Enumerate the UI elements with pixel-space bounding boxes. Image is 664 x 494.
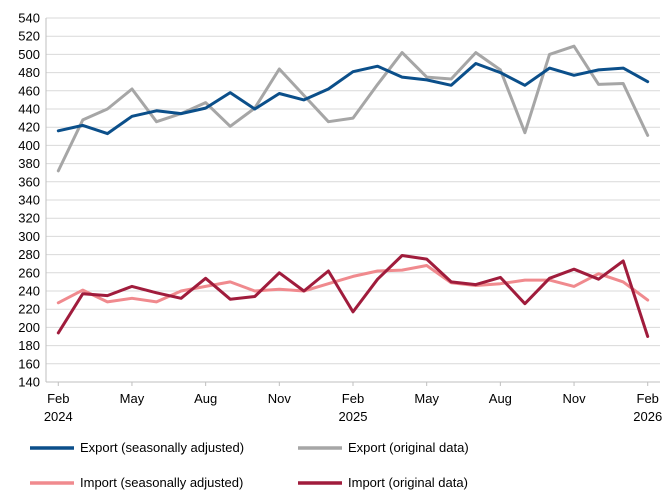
legend-item: Import (seasonally adjusted) [30, 475, 243, 490]
y-tick-label: 200 [18, 320, 40, 335]
y-tick-label: 480 [18, 65, 40, 80]
series-line [58, 256, 647, 337]
y-tick-label: 300 [18, 229, 40, 244]
y-tick-label: 180 [18, 338, 40, 353]
x-tick-label: 2024 [44, 409, 73, 424]
legend-label: Import (original data) [348, 475, 468, 490]
x-tick-label: Aug [194, 391, 217, 406]
y-tick-label: 340 [18, 193, 40, 208]
series-line [58, 64, 647, 134]
y-tick-label: 260 [18, 265, 40, 280]
x-tick-label: 2025 [339, 409, 368, 424]
x-tick-label: Feb [342, 391, 364, 406]
y-tick-label: 240 [18, 284, 40, 299]
x-tick-label: Nov [268, 391, 292, 406]
y-tick-label: 420 [18, 120, 40, 135]
y-tick-label: 400 [18, 138, 40, 153]
y-tick-label: 520 [18, 29, 40, 44]
legend-label: Export (seasonally adjusted) [80, 440, 244, 455]
y-tick-label: 540 [18, 11, 40, 26]
y-tick-label: 360 [18, 174, 40, 189]
y-axis-tick-labels: 140 160 180 200 220 240 260 280 300 320 340 360 380 4… [18, 11, 40, 390]
legend-label: Import (seasonally adjusted) [80, 475, 243, 490]
y-tick-label: 220 [18, 302, 40, 317]
series-line [58, 266, 647, 303]
y-tick-label: 500 [18, 47, 40, 62]
x-tick-label: May [120, 391, 145, 406]
y-tick-label: 460 [18, 83, 40, 98]
x-tick-label: Nov [562, 391, 586, 406]
x-tick-label: Feb [47, 391, 69, 406]
legend-label: Export (original data) [348, 440, 469, 455]
legend-item: Export (original data) [298, 440, 469, 455]
x-tick-label: 2026 [633, 409, 662, 424]
y-tick-label: 380 [18, 156, 40, 171]
x-axis-tick-labels: Feb 2024 May Aug Nov Feb 2025 May Aug Nov Feb 2026 [44, 391, 662, 424]
y-tick-label: 140 [18, 375, 40, 390]
x-tick-label: May [414, 391, 439, 406]
series-lines [58, 46, 647, 336]
y-tick-label: 440 [18, 102, 40, 117]
x-tick-label: Feb [637, 391, 659, 406]
y-tick-label: 160 [18, 356, 40, 371]
legend-item: Export (seasonally adjusted) [30, 440, 244, 455]
y-tick-label: 280 [18, 247, 40, 262]
x-tick-label: Aug [489, 391, 512, 406]
y-tick-label: 320 [18, 211, 40, 226]
legend: Export (seasonally adjusted) Export (orig… [30, 440, 469, 490]
legend-item: Import (original data) [298, 475, 468, 490]
